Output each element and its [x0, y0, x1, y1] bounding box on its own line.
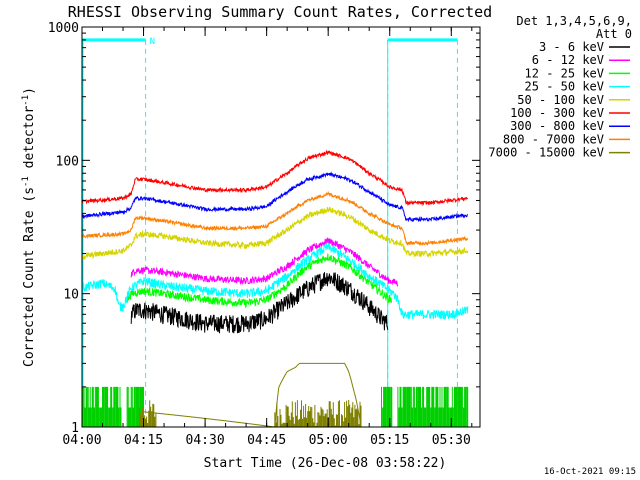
- series-trace-1: [130, 237, 399, 287]
- x-tick-label-6: 05:30: [432, 433, 471, 448]
- series-trace-8: [138, 362, 362, 428]
- y-tick-label-2: 100: [56, 154, 79, 169]
- series-300-800kev: [81, 171, 469, 223]
- x-tick-label-4: 05:00: [309, 433, 348, 448]
- plot-frame: [81, 26, 481, 428]
- y-label-sup1: -1: [21, 176, 31, 187]
- series-7000-15000kev: [138, 362, 362, 428]
- y-label-mid: detector: [22, 106, 37, 177]
- x-axis-label: Start Time (26-Dec-08 03:58:22): [204, 456, 447, 471]
- series-3-6kev: [130, 272, 389, 334]
- y-tick-label-0: 1: [71, 421, 79, 436]
- y-label-main: Corrected Count Rate (s: [22, 187, 37, 367]
- series-trace-6: [81, 171, 469, 223]
- legend-label-8: 7000 - 15000 keV: [488, 146, 604, 160]
- night-marker-label: N: [150, 37, 155, 47]
- series-trace-3: [81, 242, 469, 321]
- y-label-sup2: -1: [21, 95, 31, 106]
- y-tick-label-1: 10: [63, 288, 79, 303]
- legend-label-0: 3 - 6 keV: [539, 40, 604, 54]
- low-flag-olive-1: [274, 400, 362, 427]
- plot-area: N: [81, 37, 469, 428]
- legend-label-4: 50 - 100 keV: [517, 93, 604, 107]
- series-6-12kev: [130, 237, 399, 287]
- series-12-25kev: [126, 253, 393, 309]
- legend-label-6: 300 - 800 keV: [510, 119, 604, 133]
- series-25-50kev: [81, 242, 469, 321]
- series-trace-4: [81, 206, 469, 261]
- x-tick-label-3: 04:45: [247, 433, 286, 448]
- series-trace-7: [81, 190, 469, 247]
- series-trace-5: [81, 149, 469, 207]
- series-800-7000kev: [81, 190, 469, 247]
- series-trace-2: [126, 253, 393, 309]
- legend-label-7: 800 - 7000 keV: [503, 132, 604, 146]
- legend-label-1: 6 - 12 keV: [532, 53, 604, 67]
- y-label-end: ): [22, 87, 37, 95]
- y-tick-label-3: 1000: [48, 21, 79, 36]
- legend-label-2: 12 - 25 keV: [525, 66, 604, 80]
- low-flag-green-2: [381, 386, 393, 427]
- axes: 1 10 100 1000 04:00 04:15 04:30 04:45 05:00 05:15…: [48, 21, 480, 448]
- x-tick-label-0: 04:00: [62, 433, 101, 448]
- legend-header-line1: Det 1,3,4,5,6,9,: [516, 14, 632, 28]
- x-tick-label-2: 04:30: [186, 433, 225, 448]
- x-tick-label-1: 04:15: [124, 433, 163, 448]
- x-tick-label-5: 05:15: [370, 433, 409, 448]
- y-axis-label: Corrected Count Rate (s-1 detector-1): [21, 87, 37, 367]
- legend-label-5: 100 - 300 keV: [510, 106, 604, 120]
- legend-header-line2: Att 0: [596, 27, 632, 41]
- low-flag-green-3: [397, 386, 469, 427]
- series-trace-0: [130, 272, 389, 334]
- series-50-100kev: [81, 206, 469, 261]
- footer-date: 16-Oct-2021 09:15: [544, 467, 636, 477]
- series-100-300kev: [81, 149, 469, 207]
- legend-label-3: 25 - 50 keV: [525, 80, 604, 94]
- chart-title: RHESSI Observing Summary Count Rates, Co…: [68, 3, 492, 21]
- low-flag-green-1: [126, 386, 144, 427]
